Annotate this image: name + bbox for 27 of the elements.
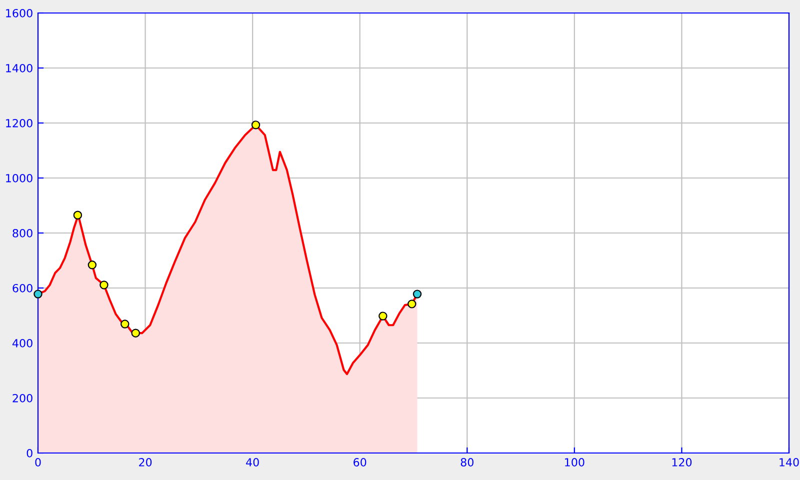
x-tick-label: 80 (460, 458, 474, 466)
y-tick-label: 800 (12, 228, 32, 238)
point (131, 328, 140, 338)
y-tick-label: 1600 (6, 8, 32, 18)
y-tick-label: 200 (12, 394, 32, 402)
point (408, 300, 416, 308)
x-tick-label: 40 (246, 458, 259, 466)
point (378, 312, 388, 320)
point (73, 210, 82, 220)
point (412, 290, 422, 298)
y-tick-label: 1400 (6, 64, 32, 72)
y-tick-label: 400 (12, 338, 32, 348)
x-tick-label: 140 (780, 458, 799, 466)
y-tick-label: 1200 (6, 118, 32, 128)
x-tick-label: 120 (672, 458, 692, 466)
point (88, 260, 97, 270)
point (120, 320, 130, 328)
point (100, 280, 108, 290)
y-tick-label: 600 (12, 284, 32, 292)
x-tick-label: 0 (35, 458, 41, 466)
y-tick-label: 0 (26, 448, 32, 458)
point (34, 290, 42, 298)
y-tick-label: 1000 (6, 174, 32, 182)
x-tick-label: 20 (139, 458, 152, 466)
x-tick-label: 60 (354, 458, 366, 466)
point (251, 120, 260, 130)
x-tick-label: 100 (565, 458, 584, 466)
